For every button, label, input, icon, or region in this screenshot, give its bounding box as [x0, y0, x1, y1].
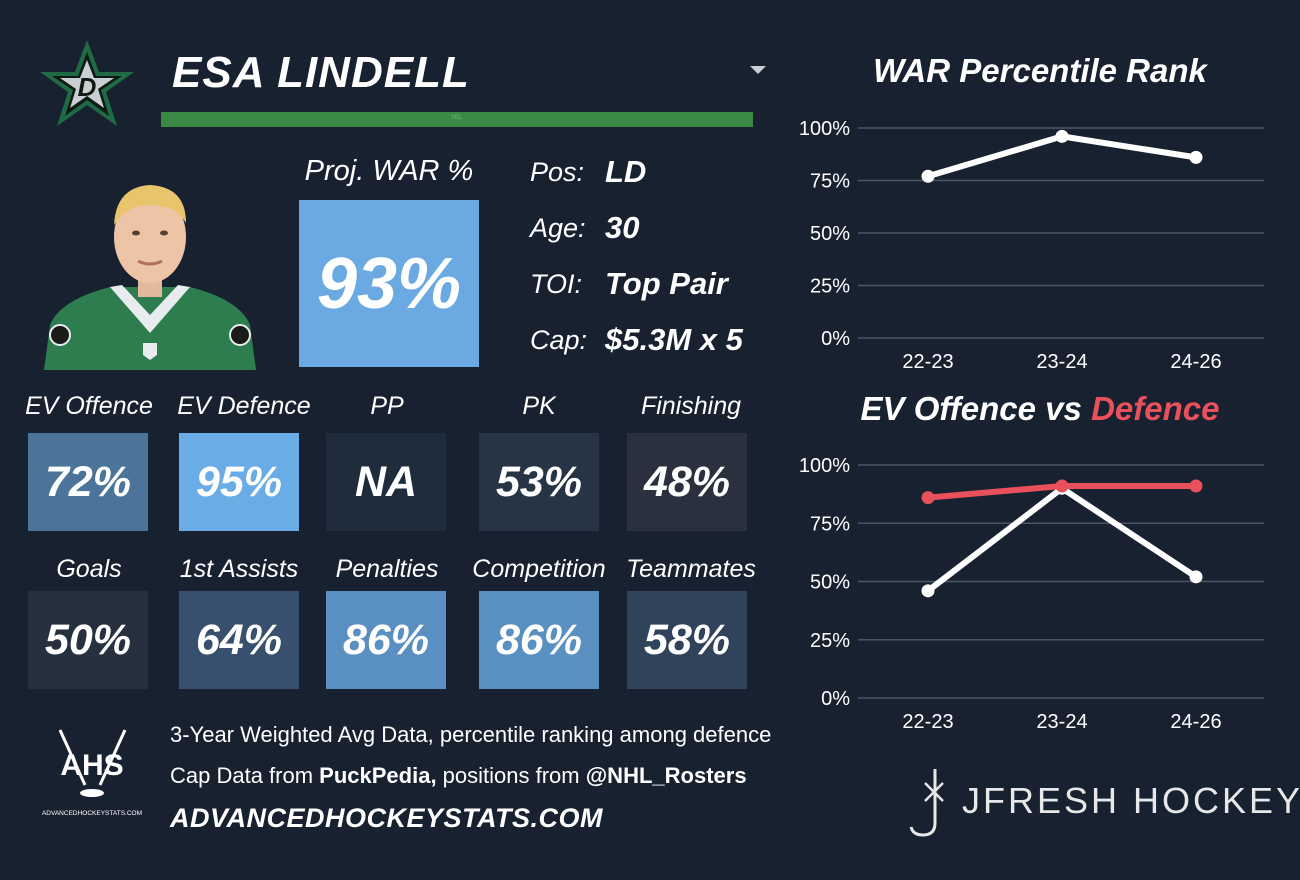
stat-box-goals: 50%: [28, 591, 148, 689]
stat-box-ev-defence: 95%: [179, 433, 299, 531]
y-tick-label: 25%: [810, 630, 850, 652]
info-pos: Pos: LD: [530, 152, 646, 192]
x-tick-label: 22-23: [902, 711, 953, 733]
x-tick-label: 22-23: [902, 351, 953, 373]
player-name: ESA LINDELL: [172, 48, 470, 97]
ev-offence-defence-chart: 0% 25% 50% 75% 100% 22-23 23-24 24-26: [799, 455, 1264, 733]
series-line: [925, 485, 1199, 594]
y-tick-label: 50%: [810, 572, 850, 594]
info-value: 30: [605, 210, 640, 245]
proj-war-value: 93%: [299, 200, 479, 367]
war-percentile-chart: 0% 25% 50% 75% 100% 22-23 23-24 24-26: [799, 118, 1264, 373]
data-point: [1189, 479, 1203, 493]
info-label: Pos:: [530, 156, 585, 187]
stat-box-finishing: 48%: [627, 433, 747, 531]
stat-box-teammates: 58%: [627, 591, 747, 689]
info-label: Age:: [530, 212, 586, 243]
footer-note-1: 3-Year Weighted Avg Data, percentile ran…: [170, 722, 772, 747]
stat-label-pp: PP: [370, 392, 404, 420]
player-dropdown-chevron-down-icon[interactable]: [750, 66, 766, 74]
y-tick-label: 100%: [799, 455, 850, 477]
info-value: $5.3M x 5: [605, 322, 743, 357]
info-value: LD: [605, 154, 647, 189]
jfresh-brand: JFRESH HOCKEY: [962, 780, 1300, 821]
y-tick-label: 75%: [810, 513, 850, 535]
data-point: [921, 169, 935, 183]
stat-label-competition: Competition: [472, 555, 606, 583]
y-tick-label: 0%: [821, 688, 850, 710]
data-point: [1189, 150, 1203, 164]
chart-title-defence: Defence: [1091, 390, 1220, 427]
name-underline-bar: SEL: [161, 112, 753, 127]
info-age: Age: 30: [530, 208, 639, 248]
y-tick-label: 25%: [810, 276, 850, 298]
name-bar-label: SEL: [451, 115, 463, 121]
info-label: TOI:: [530, 268, 583, 299]
y-tick-label: 75%: [810, 171, 850, 193]
stat-label-1st-assists: 1st Assists: [179, 555, 299, 583]
x-tick-label: 23-24: [1036, 351, 1087, 373]
stat-box-competition: 86%: [479, 591, 599, 689]
team-logo: D: [30, 38, 145, 133]
stat-label-goals: Goals: [56, 555, 122, 583]
footer-text: Cap Data from: [170, 763, 320, 788]
stat-box-ev-offence: 72%: [28, 433, 148, 531]
y-tick-label: 100%: [799, 118, 850, 140]
stat-label-teammates: Teammates: [626, 555, 756, 583]
player-photo: [40, 175, 260, 370]
data-point: [1055, 129, 1069, 143]
stat-label-ev-defence: EV Defence: [177, 392, 311, 420]
info-cap: Cap: $5.3M x 5: [530, 320, 743, 360]
data-point: [921, 491, 935, 505]
data-point: [921, 584, 935, 598]
svg-text:D: D: [78, 72, 97, 102]
footer-note-2: Cap Data from PuckPedia, positions from …: [170, 763, 747, 789]
stat-label-finishing: Finishing: [640, 392, 742, 420]
footer-text: positions from: [436, 763, 586, 788]
stat-box-pp: NA: [326, 433, 446, 531]
info-value: Top Pair: [605, 266, 728, 301]
stat-box-penalties: 86%: [326, 591, 446, 689]
proj-war-label: Proj. WAR %: [304, 155, 474, 187]
info-label: Cap:: [530, 324, 588, 355]
x-tick-label: 24-26: [1170, 351, 1221, 373]
stat-label-ev-offence: EV Offence: [25, 392, 153, 420]
data-point: [1055, 479, 1069, 493]
ahs-logo: AHS ADVANCEDHOCKEYSTATS.COM: [40, 725, 145, 820]
site-url[interactable]: ADVANCEDHOCKEYSTATS.COM: [170, 803, 604, 833]
stat-box-1st-assists: 64%: [179, 591, 299, 689]
ahs-logo-small-text: ADVANCEDHOCKEYSTATS.COM: [42, 810, 142, 817]
stat-box-pk: 53%: [479, 433, 599, 531]
chart-title-offence: EV Offence vs: [860, 390, 1092, 427]
x-tick-label: 23-24: [1036, 711, 1087, 733]
jfresh-logo-icon: [905, 765, 955, 840]
info-toi: TOI: Top Pair: [530, 264, 728, 304]
y-tick-label: 50%: [810, 223, 850, 245]
x-tick-label: 24-26: [1170, 711, 1221, 733]
data-point: [1189, 570, 1203, 584]
chart-title-ev: EV Offence vs Defence: [820, 390, 1260, 428]
stat-label-penalties: Penalties: [335, 555, 439, 583]
puckpedia-link[interactable]: PuckPedia,: [319, 763, 437, 788]
stat-label-pk: PK: [522, 392, 556, 420]
chart-title-war: WAR Percentile Rank: [873, 52, 1207, 89]
y-tick-label: 0%: [821, 328, 850, 350]
nhl-rosters-link[interactable]: @NHL_Rosters: [585, 763, 747, 788]
ahs-logo-text: AHS: [60, 749, 123, 782]
